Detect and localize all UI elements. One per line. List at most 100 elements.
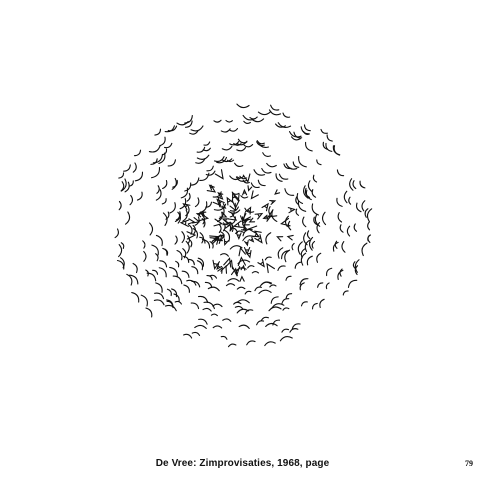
glyph-mark <box>281 328 290 333</box>
glyph-mark <box>303 232 308 246</box>
glyph-mark <box>205 201 213 208</box>
glyph-mark <box>295 195 299 205</box>
glyph-mark <box>326 267 333 277</box>
glyph-mark <box>260 316 269 321</box>
glyph-mark <box>265 322 278 328</box>
glyph-mark <box>184 115 193 124</box>
glyph-mark <box>339 268 343 277</box>
glyph-mark <box>174 300 182 305</box>
glyph-mark <box>136 191 143 201</box>
glyph-mark <box>197 295 209 303</box>
glyph-mark <box>277 247 284 259</box>
glyph-mark <box>118 172 125 179</box>
glyph-mark <box>244 207 255 213</box>
glyph-mark <box>312 174 318 183</box>
glyph-mark <box>227 278 240 282</box>
glyph-mark <box>294 261 302 269</box>
glyph-mark <box>155 282 163 293</box>
glyph-mark <box>336 197 343 207</box>
glyph-mark <box>159 136 166 147</box>
glyph-mark <box>303 185 309 199</box>
glyph-mark <box>300 301 308 307</box>
glyph-mark <box>299 282 305 291</box>
glyph-mark <box>116 259 125 270</box>
glyph-mark <box>184 182 192 192</box>
glyph-mark <box>307 180 313 193</box>
glyph-mark <box>126 273 133 286</box>
glyph-mark <box>176 120 189 126</box>
glyph-mark <box>198 318 208 325</box>
glyph-mark <box>275 123 286 128</box>
glyph-mark <box>337 269 344 281</box>
glyph-mark <box>257 110 272 116</box>
glyph-mark <box>212 259 220 270</box>
glyph-mark <box>284 188 295 196</box>
glyph-mark <box>233 193 240 202</box>
glyph-mark <box>182 202 191 210</box>
glyph-mark <box>132 162 137 173</box>
glyph-mark <box>311 189 317 198</box>
glyph-mark <box>216 156 228 164</box>
glyph-mark <box>243 246 251 256</box>
glyph-mark <box>229 211 235 218</box>
glyph-mark <box>199 232 204 244</box>
glyph-mark <box>300 126 310 135</box>
glyph-mark <box>359 180 366 189</box>
glyph-mark <box>167 125 178 132</box>
glyph-mark <box>129 274 139 285</box>
glyph-mark <box>287 220 292 231</box>
glyph-mark <box>145 307 153 318</box>
glyph-mark <box>256 141 265 147</box>
glyph-mark <box>286 234 294 241</box>
glyph-mark <box>291 242 295 251</box>
glyph-mark <box>264 341 276 347</box>
glyph-mark <box>201 214 206 225</box>
glyph-mark <box>225 119 233 123</box>
glyph-mark <box>300 252 307 266</box>
glyph-mark <box>305 141 313 152</box>
glyph-mark <box>194 216 200 226</box>
glyph-mark <box>265 232 272 245</box>
glyph-mark <box>240 195 249 199</box>
glyph-mark <box>282 307 290 311</box>
glyph-mark <box>226 196 234 206</box>
glyph-mark <box>190 302 200 310</box>
glyph-mark <box>128 180 134 187</box>
glyph-mark <box>270 296 279 304</box>
glyph-mark <box>258 289 272 294</box>
glyph-mark <box>182 209 188 222</box>
glyph-mark <box>213 218 224 227</box>
glyph-mark <box>171 288 178 298</box>
glyph-mark <box>186 279 197 286</box>
glyph-mark <box>254 286 263 292</box>
glyph-mark <box>161 148 168 156</box>
glyph-mark <box>140 294 148 307</box>
glyph-mark <box>207 286 220 292</box>
glyph-mark <box>269 199 277 205</box>
glyph-mark <box>266 162 277 168</box>
glyph-mark <box>316 252 322 263</box>
glyph-mark <box>274 189 281 195</box>
glyph-mark <box>282 112 291 118</box>
glyph-mark <box>206 165 214 172</box>
glyph-mark <box>281 298 290 305</box>
glyph-mark <box>222 222 226 232</box>
glyph-mark <box>254 212 264 220</box>
glyph-mark <box>314 213 321 227</box>
glyph-mark <box>239 275 245 282</box>
glyph-mark <box>229 128 239 132</box>
glyph-mark <box>152 269 159 275</box>
glyph-mark <box>142 240 146 249</box>
glyph-mark <box>220 335 228 340</box>
glyph-mark <box>230 267 238 277</box>
glyph-mark <box>203 141 211 146</box>
glyph-mark <box>174 211 181 223</box>
glyph-mark <box>262 214 269 220</box>
glyph-mark <box>159 260 168 268</box>
glyph-mark <box>234 162 244 167</box>
glyph-mark <box>290 136 301 141</box>
glyph-mark <box>254 230 262 238</box>
glyph-mark <box>320 128 328 134</box>
glyph-mark <box>206 275 213 281</box>
glyph-mark <box>242 173 251 183</box>
